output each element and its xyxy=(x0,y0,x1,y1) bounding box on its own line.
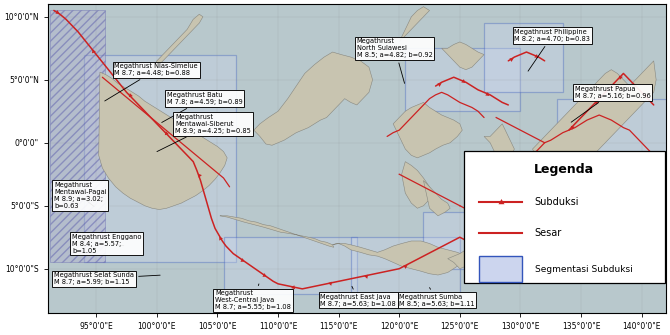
Bar xyxy=(224,237,357,294)
Text: Megathrust East Java
M 8.7; a=5.63; b=1.08: Megathrust East Java M 8.7; a=5.63; b=1.… xyxy=(320,286,396,307)
Text: Megathrust Selat Sunda
M 8.7; a=5.99; b=1.15: Megathrust Selat Sunda M 8.7; a=5.99; b=… xyxy=(54,272,160,285)
Polygon shape xyxy=(399,7,429,42)
Text: Sesar: Sesar xyxy=(535,227,562,238)
Bar xyxy=(479,256,523,282)
Polygon shape xyxy=(332,241,466,275)
Bar xyxy=(351,237,460,294)
Polygon shape xyxy=(98,72,227,209)
Text: Subduksi: Subduksi xyxy=(535,197,580,207)
Bar xyxy=(484,23,563,92)
Bar xyxy=(423,212,515,269)
Text: Megathrust Philippine
M 8.2; a=4.70; b=0.83: Megathrust Philippine M 8.2; a=4.70; b=0… xyxy=(515,29,590,71)
Text: Megathrust Nias-Simelue
M 8.7; a=4.48; b=0.88: Megathrust Nias-Simelue M 8.7; a=4.48; b… xyxy=(105,63,198,101)
FancyBboxPatch shape xyxy=(464,151,665,283)
Text: Megathrust Batu
M 7.8; a=4.59; b=0.89: Megathrust Batu M 7.8; a=4.59; b=0.89 xyxy=(161,92,243,123)
Polygon shape xyxy=(478,168,509,193)
Bar xyxy=(405,48,521,111)
Text: Megathrust Enggano
M 8.4; a=5.57;
b=1.05: Megathrust Enggano M 8.4; a=5.57; b=1.05 xyxy=(72,233,141,254)
Polygon shape xyxy=(220,216,334,247)
Bar xyxy=(50,10,105,262)
Bar xyxy=(557,98,670,199)
Polygon shape xyxy=(442,42,484,70)
Text: Megathrust
North Sulawesi
M 8.5; a=4.82; b=0.92: Megathrust North Sulawesi M 8.5; a=4.82;… xyxy=(357,38,433,83)
Text: Megathrust
Mentawai-Pagai
M 8.9; a=3.02;
b=0.63: Megathrust Mentawai-Pagai M 8.9; a=3.02;… xyxy=(54,182,107,209)
Text: Megathrust
West-Central Java
M 8.7; a=5.55; b=1.08: Megathrust West-Central Java M 8.7; a=5.… xyxy=(215,284,291,310)
Polygon shape xyxy=(151,14,203,73)
Polygon shape xyxy=(533,193,654,262)
Polygon shape xyxy=(533,61,656,199)
Polygon shape xyxy=(484,124,515,168)
Text: Megathrust Papua
M 8.7; a=5.16; b=0.96: Megathrust Papua M 8.7; a=5.16; b=0.96 xyxy=(571,86,651,122)
Text: Legenda: Legenda xyxy=(534,163,594,176)
Text: Megathrust Sumba
M 8.5; a=5.63; b=1.11: Megathrust Sumba M 8.5; a=5.63; b=1.11 xyxy=(399,288,475,307)
Text: Segmentasi Subduksi: Segmentasi Subduksi xyxy=(535,265,632,274)
Bar xyxy=(84,55,236,262)
Polygon shape xyxy=(401,161,433,208)
Text: Megathrust
Mentawai-Siberut
M 8.9; a=4.25; b=0.85: Megathrust Mentawai-Siberut M 8.9; a=4.2… xyxy=(157,114,251,151)
Polygon shape xyxy=(448,244,484,269)
Polygon shape xyxy=(393,103,462,158)
Polygon shape xyxy=(423,181,450,216)
Polygon shape xyxy=(254,52,373,145)
